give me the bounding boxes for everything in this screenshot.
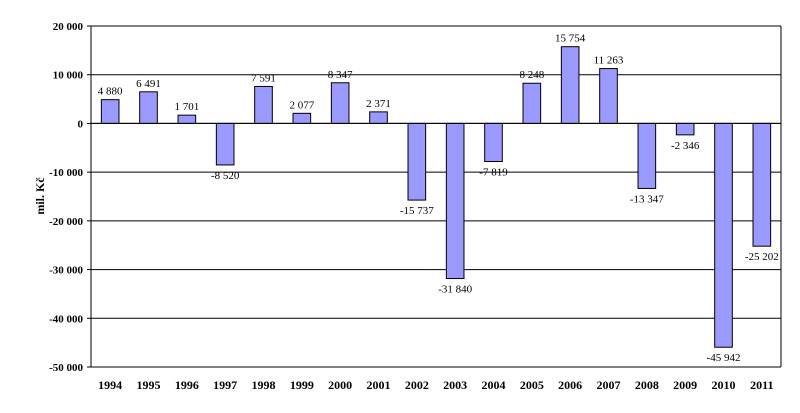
bar-2011 xyxy=(752,122,772,247)
bar-2006 xyxy=(560,46,580,124)
y-tick-label: 10 000 xyxy=(53,70,84,82)
data-label: -25 202 xyxy=(745,251,779,263)
x-tick-label: 1995 xyxy=(137,378,161,392)
data-label: 1 701 xyxy=(174,101,199,113)
y-tick-label: -20 000 xyxy=(49,216,83,228)
data-label: -7 819 xyxy=(479,167,508,179)
gridlines xyxy=(91,25,781,368)
data-label: -13 347 xyxy=(630,193,664,205)
y-tick-label: -10 000 xyxy=(49,167,83,179)
bar-1998 xyxy=(254,85,273,124)
data-label: 8 248 xyxy=(519,69,544,81)
bar-1999 xyxy=(292,112,312,124)
x-tick-label: 2007 xyxy=(597,378,621,392)
bar-2007 xyxy=(599,68,618,124)
bar-1995 xyxy=(139,91,158,124)
x-tick-label: 2001 xyxy=(367,378,391,392)
bar-2010 xyxy=(714,122,733,348)
y-tick-label: -30 000 xyxy=(49,265,83,277)
data-label: 6 491 xyxy=(136,78,161,90)
data-labels: 4 880 6 491 1 701 -8 520 7 591 2 077 8 347 2 37… xyxy=(98,33,779,365)
x-tick-label: 1998 xyxy=(252,378,276,392)
bar-2001 xyxy=(369,111,388,124)
x-tick-label: 1997 xyxy=(213,378,237,392)
data-label: 7 591 xyxy=(251,72,276,84)
bar-1997 xyxy=(215,122,235,166)
data-label: 4 880 xyxy=(98,86,123,98)
bar-2003 xyxy=(445,122,465,280)
y-tick-label: -40 000 xyxy=(49,313,83,325)
x-tick-label: 2004 xyxy=(482,378,506,392)
bar-1994 xyxy=(100,99,120,124)
y-tick-label: -50 000 xyxy=(49,362,83,374)
y-tick-labels: 20 000 10 000 0 -10 000 -20 000 -30 000 -40 00… xyxy=(49,21,83,374)
y-axis-label: mil. Kč xyxy=(33,177,47,215)
x-tick-label: 2000 xyxy=(328,378,352,392)
axes xyxy=(87,25,782,368)
x-tick-label: 2010 xyxy=(712,378,736,392)
bar-1996 xyxy=(177,114,197,124)
bars xyxy=(100,46,772,348)
data-label: 15 754 xyxy=(555,33,586,45)
bar-2009 xyxy=(675,122,695,136)
x-tick-label: 2011 xyxy=(750,378,773,392)
bar-2004 xyxy=(484,122,503,163)
y-tick-label: 20 000 xyxy=(53,21,84,33)
y-tick-label: 0 xyxy=(78,118,84,130)
data-label: -31 840 xyxy=(438,284,472,296)
x-tick-label: 1994 xyxy=(98,378,122,392)
data-label: 11 263 xyxy=(594,55,624,67)
x-tick-label: 2006 xyxy=(558,378,582,392)
x-tick-label: 2002 xyxy=(405,378,429,392)
x-tick-label: 1996 xyxy=(175,378,199,392)
x-tick-labels: 1994 1995 1996 1997 1998 1999 2000 2001 2002 2003… xyxy=(98,378,773,392)
x-tick-label: 2009 xyxy=(673,378,697,392)
data-label: -45 942 xyxy=(707,352,741,364)
bar-2008 xyxy=(637,122,657,189)
bar-2005 xyxy=(522,82,542,124)
data-label: -15 737 xyxy=(400,205,434,217)
data-label: 2 077 xyxy=(289,99,314,111)
data-label: 2 371 xyxy=(366,98,391,110)
x-tick-label: 2008 xyxy=(635,378,659,392)
bar-2000 xyxy=(330,82,350,124)
x-tick-label: 2005 xyxy=(520,378,544,392)
data-label: 8 347 xyxy=(328,69,353,81)
bar-2002 xyxy=(407,122,427,201)
data-label: -8 520 xyxy=(211,170,240,182)
x-tick-label: 1999 xyxy=(290,378,314,392)
data-label: -2 346 xyxy=(671,140,700,152)
x-tick-label: 2003 xyxy=(443,378,467,392)
